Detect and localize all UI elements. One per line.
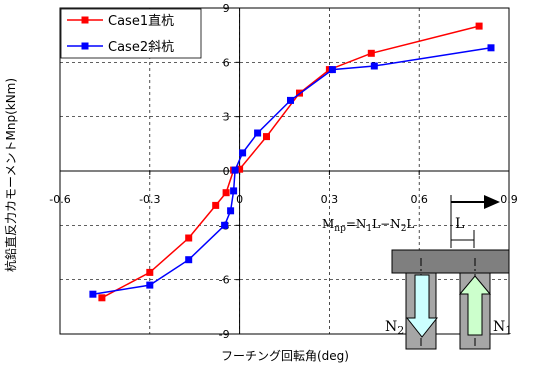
series-2-point [185, 256, 193, 264]
series-1-point [263, 133, 270, 141]
x-tick-label: 0 [236, 193, 243, 206]
length-label: L [455, 216, 464, 232]
series-2-point [146, 281, 154, 289]
legend-label-case2: Case2斜杭 [108, 40, 174, 55]
footing [391, 249, 510, 274]
y-tick-label: 6 [223, 56, 230, 69]
x-axis-label: フーチング回転角(deg) [221, 349, 349, 363]
series-2-point [227, 207, 235, 215]
n1-up-arrow [458, 275, 492, 336]
series-2-point [328, 66, 336, 74]
series-1-point [185, 234, 193, 242]
y-axis-label: 杭鉛直反力カモーメントMnp(kNm) [3, 78, 18, 272]
n1-label: N1 [493, 319, 512, 337]
series-2-point [221, 221, 229, 229]
x-tick-label: 0.9 [500, 193, 518, 206]
x-tick-label: -0.3 [139, 193, 160, 206]
series-layer [89, 22, 495, 302]
legend-marker-case2 [81, 42, 89, 50]
series-2-point [487, 44, 495, 52]
series-1-point [475, 22, 483, 30]
series-2-point [370, 62, 378, 70]
y-tick-label: 9 [223, 2, 230, 15]
series-1-point [236, 165, 244, 173]
series-1-point [212, 201, 220, 209]
x-tick-label: -0.6 [49, 193, 70, 206]
moment-formula: Mnp=N1L−N2L [322, 217, 414, 234]
n2-down-arrow [405, 274, 439, 338]
pile-diagram: Mnp=N1L−N2L L N2 N1 [322, 195, 512, 350]
series-2-point [287, 96, 294, 104]
series-2-point [254, 129, 262, 137]
series-1-point [98, 294, 106, 302]
y-tick-label: 0 [223, 165, 230, 178]
x-tick-labels: -0.6 -0.3 0 0.3 0.6 0.9 [49, 171, 518, 206]
legend: Case1直杭 Case2斜杭 [60, 8, 202, 59]
y-tick-label: -6 [219, 274, 230, 287]
legend-marker-case1 [81, 16, 89, 24]
series-2-point [239, 149, 247, 157]
rotation-arrow-head [484, 195, 500, 209]
n2-label: N2 [385, 319, 404, 337]
series-1-point [146, 268, 154, 276]
x-tick-label: 0.3 [321, 193, 339, 206]
y-tick-label: 3 [223, 111, 230, 124]
y-tick-label: -9 [219, 328, 230, 341]
series-2-point [89, 290, 97, 298]
x-tick-label: 0.6 [410, 193, 428, 206]
series-1-point [367, 49, 375, 57]
legend-label-case1: Case1直杭 [108, 14, 174, 29]
series-1-point [222, 189, 230, 197]
series-2-point [230, 187, 238, 195]
series-2-point [231, 166, 239, 174]
